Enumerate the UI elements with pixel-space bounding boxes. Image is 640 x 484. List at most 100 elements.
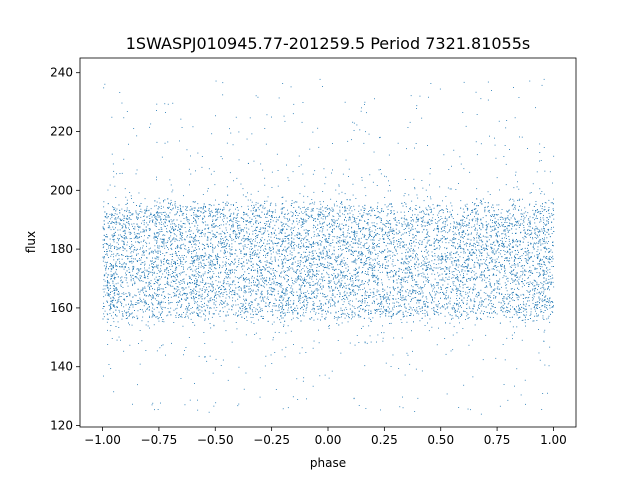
data-point (407, 281, 409, 283)
data-point (368, 284, 369, 286)
data-point (264, 207, 266, 209)
data-point (281, 271, 283, 273)
data-point (408, 261, 410, 263)
data-point (147, 210, 149, 212)
data-point (430, 219, 432, 221)
data-point (251, 225, 253, 227)
data-point (153, 237, 155, 239)
data-point (313, 293, 315, 295)
data-point (195, 254, 197, 256)
data-point (355, 250, 357, 252)
data-point (114, 289, 116, 291)
data-point (258, 214, 260, 216)
data-point (133, 267, 134, 269)
data-point (212, 233, 214, 235)
data-point (212, 286, 214, 288)
data-point (165, 296, 166, 298)
data-point (311, 264, 313, 266)
data-point (115, 299, 116, 301)
data-point (361, 272, 363, 274)
data-point (242, 308, 244, 310)
data-point (231, 284, 233, 286)
data-point (314, 234, 316, 236)
data-point (293, 258, 295, 260)
data-point (491, 247, 493, 249)
data-point (151, 302, 153, 304)
data-point (460, 294, 462, 296)
data-point (118, 234, 120, 236)
data-point (156, 235, 158, 237)
data-point (445, 208, 447, 210)
data-point (139, 299, 141, 301)
data-point (203, 314, 205, 315)
data-point (394, 217, 396, 218)
data-point (186, 297, 188, 299)
data-point (136, 217, 137, 219)
data-point (376, 289, 378, 291)
data-point (126, 215, 128, 216)
data-point (246, 308, 248, 310)
data-point (120, 280, 122, 282)
data-point (507, 303, 509, 305)
data-point (418, 242, 419, 244)
data-point (490, 300, 492, 302)
data-point (230, 218, 232, 220)
data-point (234, 290, 236, 292)
data-point (127, 241, 128, 243)
data-point (169, 294, 171, 295)
data-point (202, 275, 204, 277)
data-point (437, 312, 439, 314)
data-point (362, 233, 363, 235)
data-point (124, 243, 125, 245)
data-point (414, 264, 416, 265)
data-point (480, 263, 482, 265)
data-point (282, 241, 284, 243)
data-point (114, 218, 116, 220)
data-point (150, 285, 152, 287)
data-point (328, 286, 330, 288)
data-point (391, 210, 392, 212)
data-point (504, 251, 506, 253)
data-point (226, 311, 228, 313)
data-point (128, 267, 130, 268)
data-point (379, 267, 381, 268)
data-point (245, 291, 247, 293)
data-point (397, 298, 399, 299)
data-point (529, 216, 531, 218)
data-point (175, 283, 177, 284)
data-point (449, 239, 451, 241)
data-point (203, 298, 205, 300)
data-point (379, 227, 380, 229)
data-point (497, 280, 499, 282)
data-point (128, 256, 130, 257)
data-point (181, 283, 183, 284)
data-point (322, 206, 323, 208)
data-point (373, 293, 375, 295)
data-point (416, 253, 417, 255)
data-point (368, 280, 370, 282)
data-point (238, 258, 240, 260)
data-point (373, 300, 375, 302)
data-point (440, 263, 442, 264)
data-point (289, 267, 291, 269)
data-point (453, 281, 455, 283)
data-point (231, 253, 233, 255)
data-point (505, 284, 507, 286)
data-point (111, 307, 112, 309)
data-point (487, 205, 489, 207)
data-point (303, 206, 305, 208)
data-point (506, 290, 508, 292)
data-point (232, 221, 234, 223)
data-point (224, 306, 226, 308)
data-point (149, 294, 150, 295)
data-point (355, 261, 357, 263)
data-point (404, 244, 405, 246)
data-point (475, 218, 477, 220)
data-point (333, 246, 335, 248)
data-point (192, 270, 194, 272)
data-point (280, 231, 282, 233)
data-point (442, 277, 444, 279)
data-point (263, 249, 264, 251)
